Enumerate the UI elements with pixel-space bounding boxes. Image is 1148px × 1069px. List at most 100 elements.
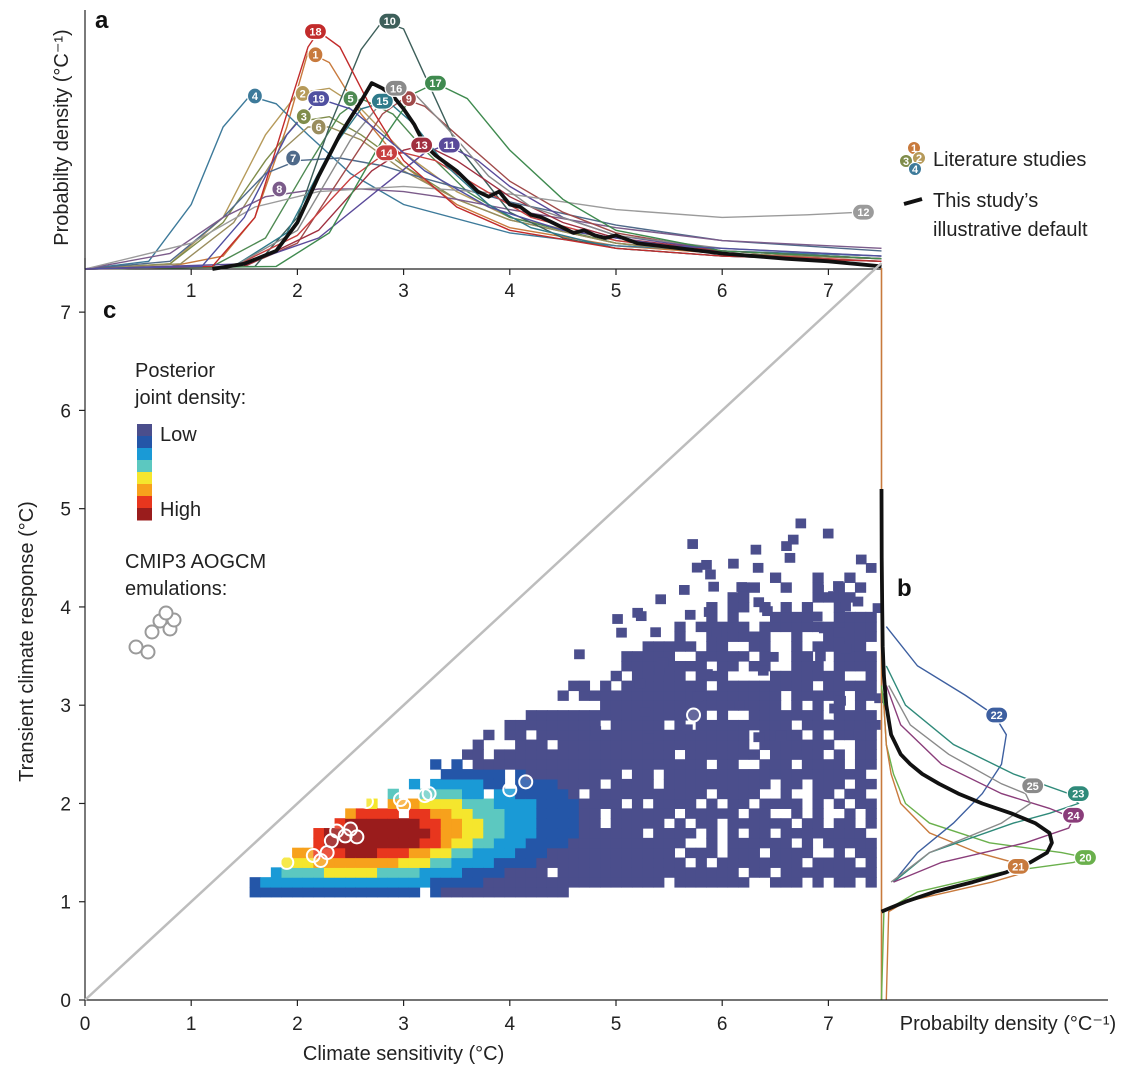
c-x-axis-label: Climate sensitivity (°C) xyxy=(303,1043,504,1065)
heatmap-cell xyxy=(833,592,845,603)
heatmap-cell xyxy=(844,877,856,888)
heatmap-cell xyxy=(493,808,506,819)
heatmap-cell xyxy=(536,818,548,829)
heatmap-cell xyxy=(515,749,527,760)
heatmap-cell xyxy=(823,837,835,849)
heatmap-cell xyxy=(674,690,686,701)
heatmap-cell xyxy=(716,710,729,721)
heatmap-cell xyxy=(600,788,612,800)
heatmap-cell xyxy=(557,818,569,829)
heatmap-cell xyxy=(674,769,686,780)
heatmap-cell xyxy=(642,670,654,682)
svg-text:18: 18 xyxy=(309,26,321,38)
heatmap-cell xyxy=(546,877,559,888)
heatmap-cell xyxy=(642,808,654,819)
heatmap-cell xyxy=(621,680,633,692)
heatmap-cell xyxy=(674,660,686,672)
heatmap-cell xyxy=(578,867,591,878)
heatmap-cell xyxy=(642,680,654,692)
heatmap-cell xyxy=(791,769,803,780)
heatmap-cell xyxy=(366,808,378,819)
heatmap-cell xyxy=(504,818,516,829)
svg-text:2: 2 xyxy=(916,153,922,165)
heatmap-cell xyxy=(483,798,495,809)
heatmap-cell xyxy=(302,886,314,898)
heatmap-cell xyxy=(536,857,548,868)
heatmap-cell xyxy=(674,759,686,770)
heatmap-cell xyxy=(462,857,474,868)
heatmap-cell xyxy=(525,847,537,859)
heatmap-cell xyxy=(716,660,729,672)
heatmap-cell xyxy=(568,719,580,731)
colorbar-segment xyxy=(137,508,152,521)
heatmap-cell xyxy=(752,562,764,573)
heatmap-cell xyxy=(536,847,548,859)
heatmap-cell xyxy=(791,710,803,721)
heatmap-cell xyxy=(557,739,569,751)
heatmap-cell xyxy=(483,729,495,741)
heatmap-cell xyxy=(653,808,665,819)
heatmap-cell xyxy=(812,877,824,888)
heatmap-cell xyxy=(844,729,856,741)
legend-emulation-marker xyxy=(140,644,156,660)
heatmap-cell xyxy=(854,700,867,711)
heatmap-cell xyxy=(578,828,591,839)
heatmap-cell xyxy=(769,700,782,711)
c-y-tick-label: 2 xyxy=(60,794,71,815)
heatmap-cell xyxy=(791,739,803,751)
heatmap-cell xyxy=(780,867,792,878)
heatmap-cell xyxy=(462,769,474,780)
heatmap-cell xyxy=(600,690,612,701)
heatmap-cell xyxy=(812,857,824,868)
heatmap-cell xyxy=(812,710,824,721)
heatmap-cell xyxy=(504,877,516,888)
heatmap-cell xyxy=(292,867,304,878)
study-badge-15: 15 xyxy=(370,92,394,110)
heatmap-cell xyxy=(631,700,644,711)
heatmap-cell xyxy=(334,837,346,849)
heatmap-cell xyxy=(610,837,622,849)
heatmap-cell xyxy=(738,602,750,613)
heatmap-cell xyxy=(536,798,548,809)
heatmap-cell xyxy=(769,837,782,849)
heatmap-cell xyxy=(578,739,591,751)
heatmap-cell xyxy=(419,847,431,859)
heatmap-cell xyxy=(610,808,622,819)
heatmap-cell xyxy=(727,602,739,613)
heatmap-cell xyxy=(323,886,336,898)
heatmap-cell xyxy=(462,828,474,839)
heatmap-cell xyxy=(854,621,867,633)
svg-text:4: 4 xyxy=(252,91,259,103)
heatmap-cell xyxy=(759,700,771,711)
heatmap-cell xyxy=(706,877,718,888)
heatmap-cell xyxy=(483,828,495,839)
heatmap-cell xyxy=(844,818,856,829)
heatmap-cell xyxy=(791,690,803,701)
heatmap-cell xyxy=(589,788,601,800)
svg-text:20: 20 xyxy=(1079,853,1091,865)
heatmap-cell xyxy=(440,818,452,829)
heatmap-cell xyxy=(398,867,410,878)
heatmap-cell xyxy=(791,680,803,692)
heatmap-cell xyxy=(716,857,729,868)
heatmap-cell xyxy=(801,680,814,692)
heatmap-cell xyxy=(674,867,686,878)
heatmap-cell xyxy=(366,847,378,859)
svg-text:6: 6 xyxy=(316,122,322,134)
heatmap-cell xyxy=(823,857,835,868)
heatmap-cell xyxy=(493,857,506,868)
heatmap-cell xyxy=(525,769,537,780)
heatmap-cell xyxy=(578,719,591,731)
heatmap-cell xyxy=(812,719,824,731)
heatmap-cell xyxy=(663,867,676,878)
panel-label-b: b xyxy=(897,575,912,602)
heatmap-cell xyxy=(408,857,421,868)
heatmap-cell xyxy=(440,828,452,839)
heatmap-cell xyxy=(812,749,824,760)
heatmap-cell xyxy=(612,614,623,624)
heatmap-cell xyxy=(833,798,845,809)
heatmap-cell xyxy=(260,886,272,898)
heatmap-cell xyxy=(451,828,463,839)
heatmap-cell xyxy=(440,837,452,849)
tcr-curve-25 xyxy=(888,685,1032,883)
